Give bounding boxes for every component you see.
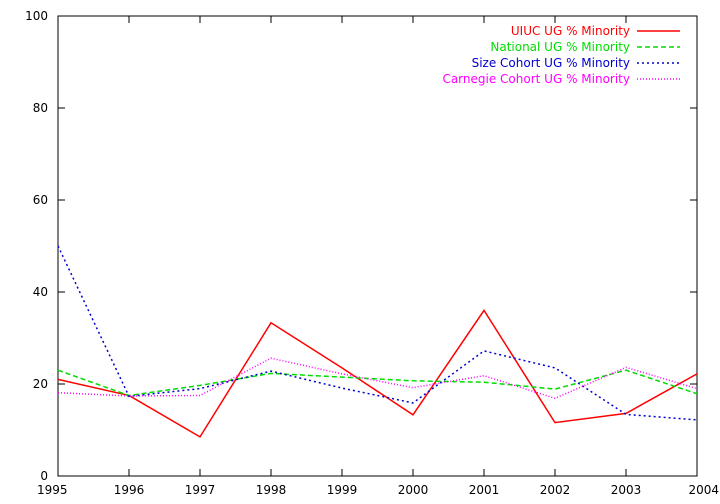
y-axis: 0 20 40 60 80 100 [25, 9, 697, 483]
x-tick-label: 2000 [398, 483, 429, 497]
x-tick-label: 1996 [114, 483, 145, 497]
series-line-2 [57, 245, 698, 421]
series-lines [57, 245, 698, 438]
y-tick-label: 20 [33, 377, 48, 391]
x-tick-label: 2001 [469, 483, 500, 497]
legend-label: National UG % Minority [490, 40, 630, 54]
y-tick-label: 100 [25, 9, 48, 23]
legend-label: Size Cohort UG % Minority [472, 56, 630, 70]
x-tick-label: 2002 [540, 483, 571, 497]
x-tick-label: 2004 [688, 483, 719, 497]
legend: UIUC UG % Minority National UG % Minority… [442, 24, 680, 86]
y-tick-label: 40 [33, 285, 48, 299]
x-tick-label: 1995 [37, 483, 68, 497]
x-tick-label: 1998 [256, 483, 287, 497]
series-line-3 [57, 357, 698, 400]
series-line-0 [57, 309, 698, 438]
x-tick-label: 2003 [611, 483, 642, 497]
y-tick-label: 80 [33, 101, 48, 115]
legend-label: Carnegie Cohort UG % Minority [442, 72, 630, 86]
y-tick-label: 60 [33, 193, 48, 207]
series-line-1 [57, 369, 698, 397]
x-tick-label: 1999 [327, 483, 358, 497]
x-axis: 1995 1996 1997 1998 1999 2000 2001 2002 2003 2004 [37, 16, 719, 497]
y-tick-label: 0 [40, 469, 48, 483]
legend-label: UIUC UG % Minority [511, 24, 630, 38]
x-tick-label: 1997 [185, 483, 216, 497]
